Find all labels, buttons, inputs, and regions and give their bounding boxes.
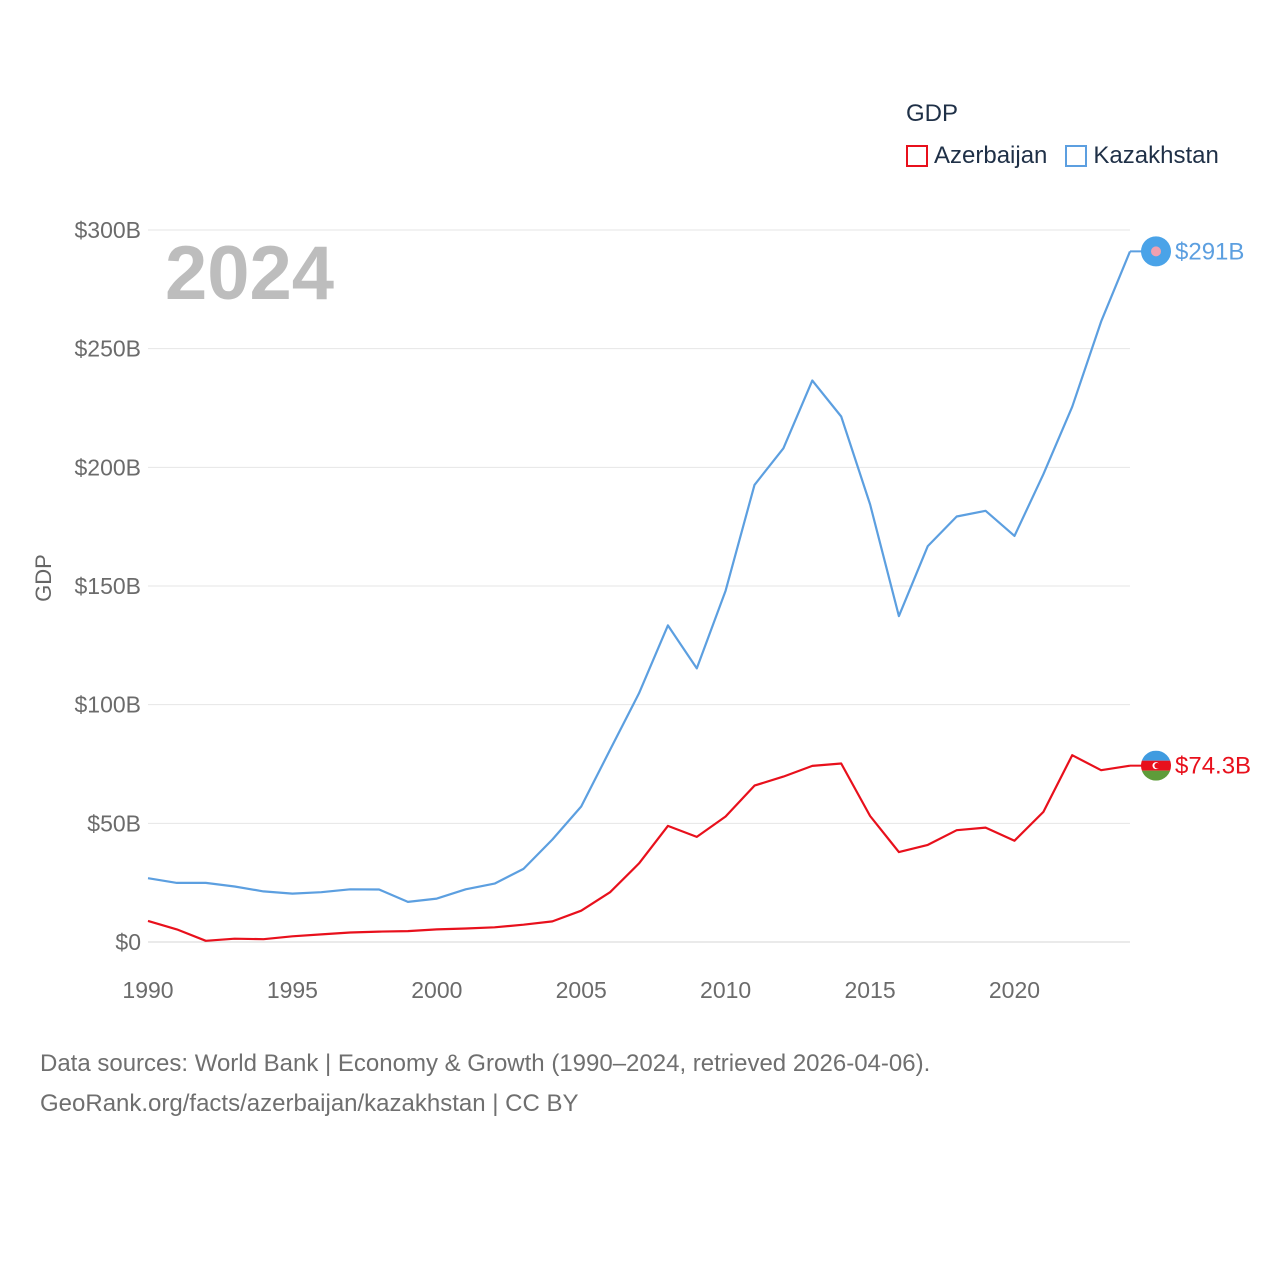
source-line-2: GeoRank.org/facts/azerbaijan/kazakhstan … <box>40 1090 579 1117</box>
x-tick-label: 1995 <box>267 977 318 1003</box>
legend-swatch-azerbaijan <box>906 145 928 167</box>
x-axis-ticks: 1990 1995 2000 2005 2010 2015 2020 <box>122 977 1040 1003</box>
flag-icon-kazakhstan <box>1141 236 1171 267</box>
series-line-azerbaijan <box>147 754 1131 942</box>
year-watermark: 2024 <box>165 231 335 316</box>
legend-item-kazakhstan[interactable]: Kazakhstan <box>1065 142 1219 170</box>
series-lines <box>147 250 1142 942</box>
x-tick-label: 2000 <box>411 977 462 1003</box>
legend-title: GDP <box>906 100 959 127</box>
y-tick-label: $300B <box>74 217 141 243</box>
x-tick-label: 2015 <box>844 977 895 1003</box>
series-line-kazakhstan <box>147 250 1132 904</box>
grid-lines <box>148 229 1130 943</box>
y-tick-label: $250B <box>74 336 141 362</box>
source-note: Data sources: World Bank | Economy & Gro… <box>40 1044 930 1124</box>
x-tick-label: 2005 <box>556 977 607 1003</box>
end-label-azerbaijan: $74.3B <box>1175 753 1251 780</box>
legend-swatch-kazakhstan <box>1065 145 1088 167</box>
legend-label-azerbaijan: Azerbaijan <box>934 142 1048 169</box>
end-labels: $291B $74.3B <box>1141 236 1251 781</box>
x-tick-label: 2010 <box>700 977 751 1003</box>
x-tick-label: 2020 <box>989 977 1040 1003</box>
source-line-1: Data sources: World Bank | Economy & Gro… <box>40 1050 931 1077</box>
flag-icon-azerbaijan <box>1141 750 1171 781</box>
end-label-kazakhstan: $291B <box>1175 238 1244 265</box>
y-tick-label: $200B <box>74 454 141 480</box>
y-tick-label: $50B <box>87 810 141 836</box>
legend-label-kazakhstan: Kazakhstan <box>1093 142 1219 169</box>
y-tick-label: $0 <box>115 929 141 955</box>
y-axis-ticks: $0 $50B $100B $150B $200B $250B $300B <box>74 217 141 955</box>
x-tick-label: 1990 <box>122 977 173 1003</box>
y-axis-label: GDP <box>31 554 56 602</box>
y-tick-label: $150B <box>74 573 141 599</box>
legend-item-azerbaijan[interactable]: Azerbaijan <box>906 142 1047 170</box>
legend: Azerbaijan Kazakhstan <box>906 142 1219 170</box>
y-tick-label: $100B <box>74 692 141 718</box>
